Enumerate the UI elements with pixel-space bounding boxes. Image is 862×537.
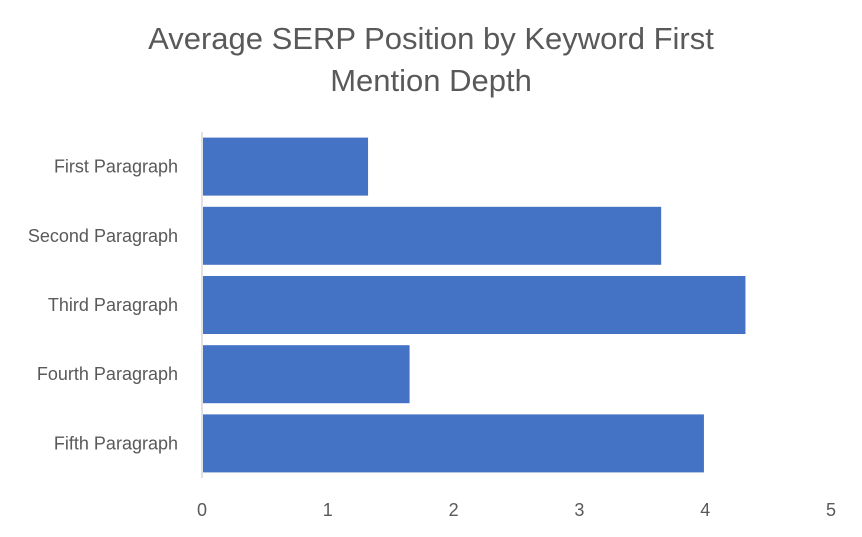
bar-third-paragraph — [203, 276, 746, 334]
category-label: Fourth Paragraph — [37, 364, 178, 384]
x-tick-label: 3 — [574, 500, 584, 520]
category-label: Second Paragraph — [28, 226, 178, 246]
x-tick-label: 1 — [323, 500, 333, 520]
category-label: Fifth Paragraph — [54, 433, 178, 453]
x-tick-label: 2 — [449, 500, 459, 520]
x-tick-label: 5 — [826, 500, 836, 520]
chart-title: Average SERP Position by Keyword First M… — [0, 18, 862, 102]
chart-title-line-2: Mention Depth — [330, 63, 532, 98]
chart-title-line-1: Average SERP Position by Keyword First — [148, 21, 714, 56]
bar-fourth-paragraph — [203, 345, 410, 404]
category-label: First Paragraph — [54, 157, 178, 177]
category-label: Third Paragraph — [48, 295, 178, 315]
bar-second-paragraph — [203, 206, 662, 265]
x-tick-label: 0 — [197, 500, 207, 520]
bar-first-paragraph — [203, 137, 369, 196]
x-tick-label: 4 — [700, 500, 710, 520]
bar-fifth-paragraph — [203, 414, 704, 473]
